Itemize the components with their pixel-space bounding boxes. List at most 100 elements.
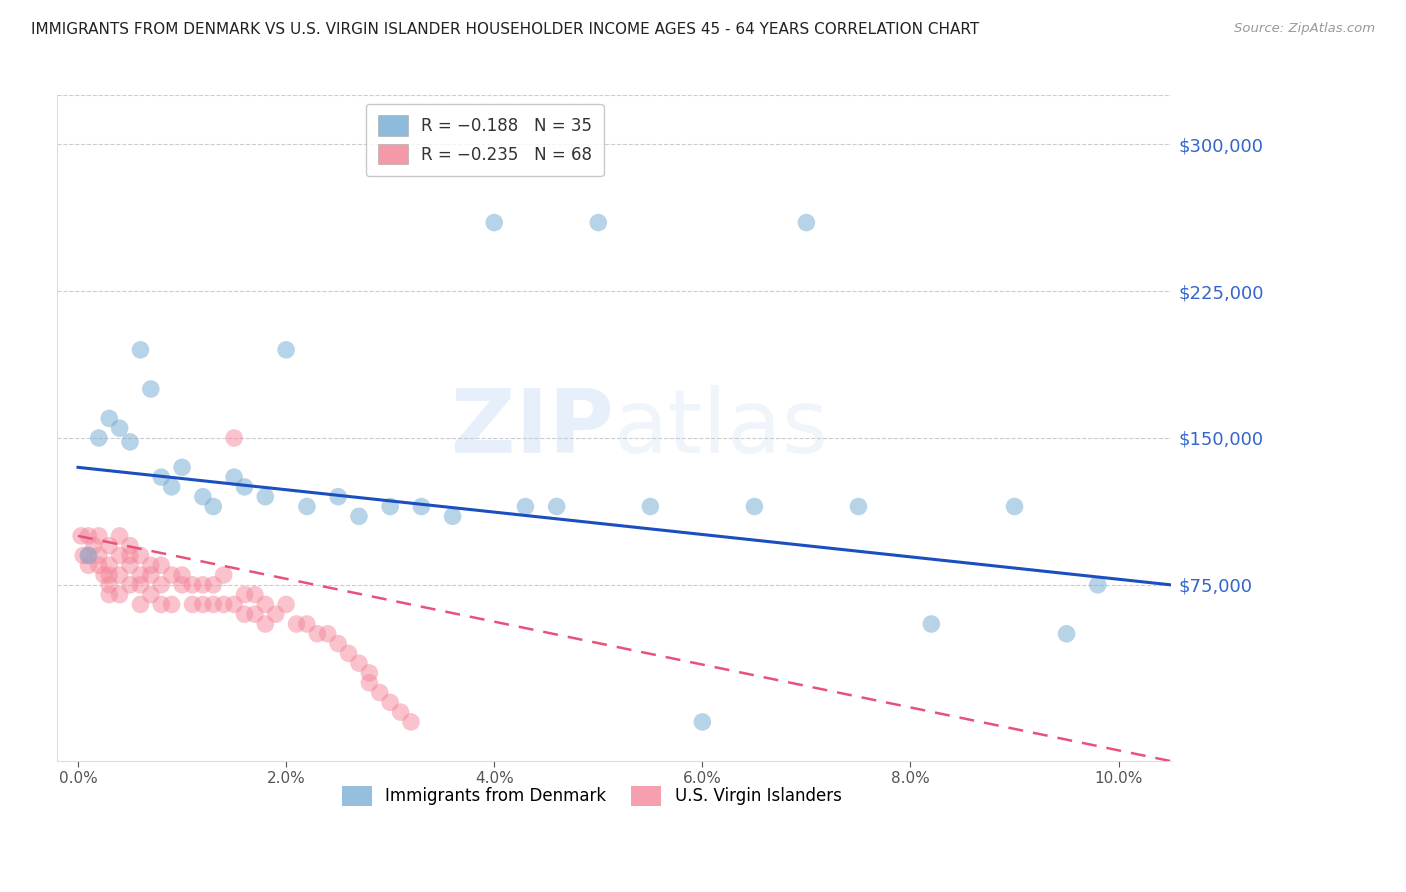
Point xyxy=(1004,500,1026,514)
Point xyxy=(202,578,225,592)
Point xyxy=(170,578,193,592)
Point xyxy=(98,588,121,602)
Text: atlas: atlas xyxy=(614,384,830,472)
Point xyxy=(359,675,381,690)
Point xyxy=(98,411,121,425)
Point xyxy=(640,500,662,514)
Point xyxy=(181,598,204,612)
Point xyxy=(307,627,329,641)
Point xyxy=(160,598,183,612)
Point xyxy=(744,500,766,514)
Point xyxy=(1087,578,1109,592)
Point xyxy=(484,216,506,230)
Point xyxy=(796,216,818,230)
Point xyxy=(347,656,370,670)
Point xyxy=(380,695,402,709)
Point xyxy=(108,529,131,543)
Point xyxy=(588,216,610,230)
Point xyxy=(191,598,214,612)
Point xyxy=(328,490,350,504)
Point xyxy=(93,568,115,582)
Point xyxy=(380,500,402,514)
Point xyxy=(87,431,110,445)
Point xyxy=(129,598,152,612)
Point xyxy=(254,617,277,632)
Point xyxy=(77,529,100,543)
Point xyxy=(129,549,152,563)
Point xyxy=(191,578,214,592)
Point xyxy=(399,714,422,729)
Point xyxy=(285,617,308,632)
Point xyxy=(411,500,433,514)
Point xyxy=(1056,627,1078,641)
Point xyxy=(243,607,266,622)
Point xyxy=(72,549,94,563)
Point xyxy=(274,343,297,357)
Point xyxy=(441,509,464,524)
Point xyxy=(77,549,100,563)
Point xyxy=(170,460,193,475)
Point xyxy=(139,588,162,602)
Point xyxy=(150,598,173,612)
Point xyxy=(83,539,105,553)
Point xyxy=(920,617,942,632)
Point xyxy=(368,685,391,699)
Point xyxy=(212,598,235,612)
Text: Source: ZipAtlas.com: Source: ZipAtlas.com xyxy=(1234,22,1375,36)
Point xyxy=(160,480,183,494)
Point xyxy=(118,578,141,592)
Point xyxy=(87,558,110,573)
Point xyxy=(254,598,277,612)
Point xyxy=(87,549,110,563)
Point xyxy=(848,500,870,514)
Point xyxy=(70,529,93,543)
Point xyxy=(108,421,131,435)
Point xyxy=(243,588,266,602)
Point xyxy=(202,500,225,514)
Point xyxy=(233,588,256,602)
Text: ZIP: ZIP xyxy=(451,384,614,472)
Point xyxy=(98,539,121,553)
Point xyxy=(337,646,360,660)
Point xyxy=(546,500,568,514)
Point xyxy=(222,431,245,445)
Point xyxy=(222,598,245,612)
Point xyxy=(191,490,214,504)
Point xyxy=(139,558,162,573)
Point xyxy=(359,665,381,680)
Point xyxy=(233,480,256,494)
Point xyxy=(77,549,100,563)
Point xyxy=(515,500,537,514)
Point xyxy=(170,568,193,582)
Point xyxy=(212,568,235,582)
Point xyxy=(692,714,714,729)
Point xyxy=(274,598,297,612)
Point xyxy=(129,578,152,592)
Point xyxy=(118,434,141,449)
Point xyxy=(129,568,152,582)
Point xyxy=(316,627,339,641)
Point xyxy=(150,558,173,573)
Point xyxy=(77,558,100,573)
Point xyxy=(233,607,256,622)
Point xyxy=(108,568,131,582)
Point xyxy=(222,470,245,484)
Point xyxy=(295,500,318,514)
Point xyxy=(150,470,173,484)
Point xyxy=(150,578,173,592)
Point xyxy=(87,529,110,543)
Point xyxy=(160,568,183,582)
Point xyxy=(181,578,204,592)
Point xyxy=(98,568,121,582)
Point xyxy=(98,578,121,592)
Point xyxy=(108,588,131,602)
Point xyxy=(98,558,121,573)
Point xyxy=(202,598,225,612)
Point xyxy=(118,558,141,573)
Point xyxy=(328,637,350,651)
Point xyxy=(118,539,141,553)
Point xyxy=(129,343,152,357)
Point xyxy=(118,549,141,563)
Point xyxy=(254,490,277,504)
Point xyxy=(264,607,287,622)
